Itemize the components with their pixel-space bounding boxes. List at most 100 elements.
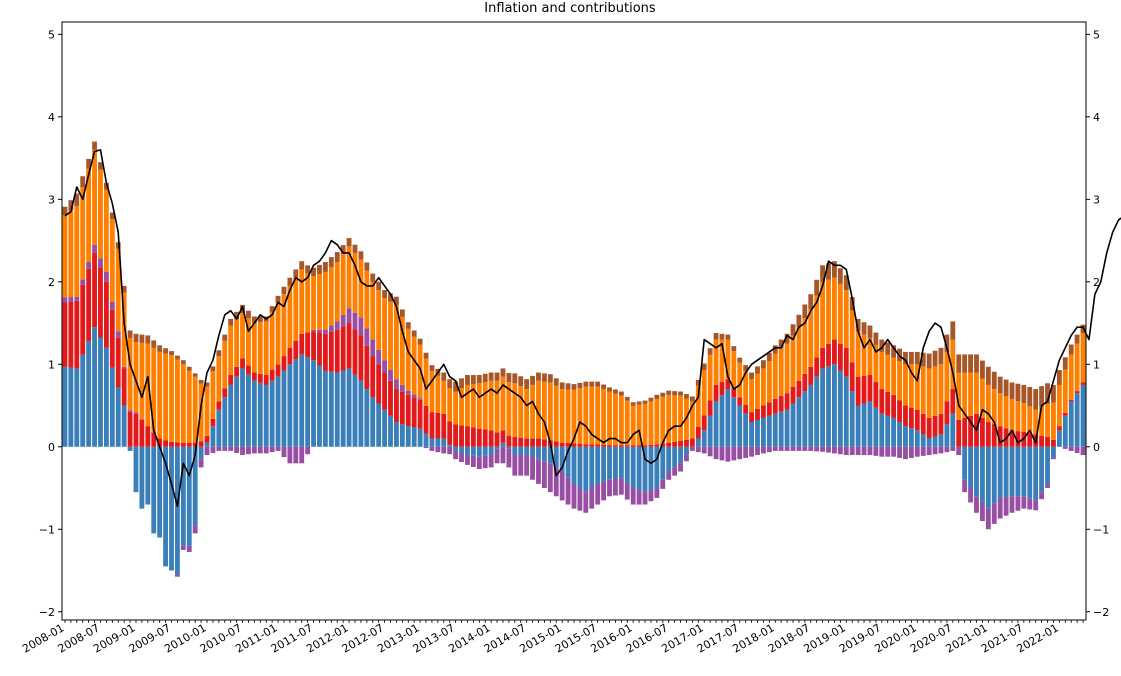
bar-purple <box>760 446 766 454</box>
bar-brown <box>80 176 86 188</box>
bar-brown <box>547 374 553 383</box>
bar-orange <box>311 276 316 330</box>
bar-blue <box>974 446 979 497</box>
bar-orange <box>1009 398 1015 431</box>
bar-brown <box>577 382 583 389</box>
bar-brown <box>1062 357 1068 370</box>
bar-orange <box>826 279 831 344</box>
bar-purple <box>103 271 109 282</box>
bar-blue <box>760 417 766 447</box>
bar-orange <box>317 273 322 330</box>
bar-orange <box>837 283 843 344</box>
bar-brown <box>701 363 707 371</box>
bar-orange <box>873 344 879 383</box>
bar-red <box>98 267 103 338</box>
bar-blue <box>518 446 524 456</box>
bar-red <box>1027 433 1033 447</box>
bar-orange <box>707 354 713 401</box>
bar-brown <box>755 366 760 374</box>
bar-brown <box>974 354 979 373</box>
bar-purple <box>701 446 707 454</box>
bar-purple <box>334 321 340 330</box>
bar-blue <box>553 446 559 468</box>
bar-brown <box>346 238 352 247</box>
bar-purple <box>820 446 826 452</box>
bar-purple <box>251 446 257 454</box>
bar-blue <box>885 415 891 447</box>
bar-orange <box>275 302 281 365</box>
bar-brown <box>589 381 595 387</box>
bar-brown <box>317 264 322 274</box>
bar-orange <box>843 290 849 348</box>
bar-blue <box>411 427 417 447</box>
bar-red <box>322 333 328 371</box>
bar-orange <box>914 364 920 410</box>
bar-red <box>684 439 689 447</box>
bar-blue <box>1003 446 1009 498</box>
bar-blue <box>855 405 861 447</box>
bar-blue <box>157 446 163 538</box>
bar-brown <box>204 382 210 387</box>
bar-red <box>293 340 299 360</box>
bar-red <box>281 356 287 371</box>
bar-blue <box>251 380 257 447</box>
bar-orange <box>672 395 678 442</box>
bar-purple <box>583 492 589 513</box>
bar-orange <box>115 248 121 332</box>
bar-red <box>725 379 731 390</box>
bar-red <box>340 326 346 371</box>
bar-red <box>737 397 743 406</box>
bar-purple <box>962 479 968 493</box>
bar-blue <box>565 446 571 478</box>
bar-orange <box>139 342 145 420</box>
bar-orange <box>660 396 666 444</box>
bar-brown <box>1068 344 1074 355</box>
bar-purple <box>204 446 210 456</box>
bar-brown <box>180 360 186 365</box>
bar-blue <box>470 446 476 456</box>
bar-purple <box>287 446 293 464</box>
bar-purple <box>476 456 482 470</box>
bar-blue <box>228 384 234 447</box>
bar-brown <box>328 257 334 267</box>
bar-orange <box>488 380 494 431</box>
bar-red <box>536 438 541 447</box>
bar-blue <box>920 434 926 447</box>
bar-brown <box>820 265 826 282</box>
bar-brown <box>476 375 482 384</box>
bar-brown <box>115 242 121 249</box>
bar-red <box>553 441 559 447</box>
bar-blue <box>1009 446 1015 497</box>
bar-purple <box>269 446 275 453</box>
bar-brown <box>541 373 547 382</box>
bar-purple <box>826 446 831 453</box>
bar-brown <box>908 351 914 365</box>
bar-orange <box>766 361 772 403</box>
bar-blue <box>382 409 388 447</box>
bar-red <box>926 417 932 439</box>
bar-brown <box>849 297 855 311</box>
bar-orange <box>423 358 429 406</box>
bar-brown <box>340 245 346 255</box>
bar-orange <box>281 294 287 357</box>
bar-red <box>145 426 151 447</box>
bar-orange <box>1062 369 1068 413</box>
bar-blue <box>530 446 535 458</box>
bar-orange <box>553 385 559 442</box>
bar-brown <box>269 306 275 312</box>
y-tick-label-left: −1 <box>39 523 55 536</box>
bar-purple <box>571 483 577 509</box>
bar-blue <box>246 374 251 447</box>
bar-orange <box>388 301 393 370</box>
bar-orange <box>482 382 488 430</box>
bar-brown <box>873 332 879 345</box>
bar-red <box>867 375 873 402</box>
bar-orange <box>269 311 275 370</box>
bar-brown <box>790 324 796 336</box>
bar-purple <box>944 446 950 453</box>
bar-red <box>163 440 169 447</box>
bar-blue <box>991 446 997 504</box>
bar-blue <box>814 376 820 447</box>
bar-purple <box>465 455 470 465</box>
bar-orange <box>565 389 571 444</box>
